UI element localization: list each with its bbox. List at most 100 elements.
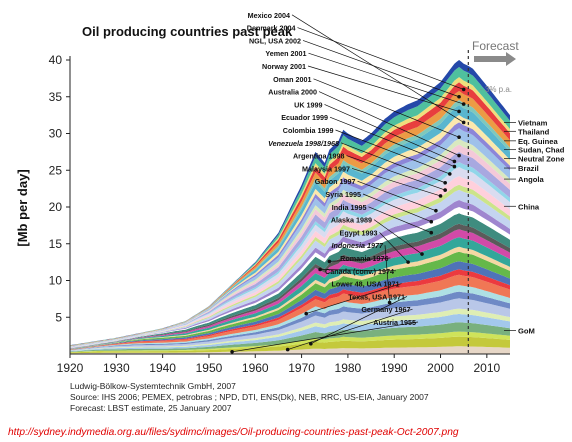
region-label: Thailand bbox=[518, 127, 550, 136]
peak-label: Oman 2001 bbox=[273, 75, 311, 84]
forecast-marker: Forecast - 3% p.a. bbox=[472, 39, 519, 94]
region-label: GoM bbox=[518, 326, 535, 335]
leader-line bbox=[368, 206, 432, 234]
country-band bbox=[70, 346, 510, 354]
x-tick-label: 2000 bbox=[427, 361, 454, 375]
source-url[interactable]: http://sydney.indymedia.org.au/files/syd… bbox=[8, 427, 459, 438]
chart-title: Oil producing countries past peak bbox=[82, 24, 293, 39]
leader-line bbox=[329, 116, 455, 167]
leader-line bbox=[351, 168, 441, 197]
leader-line bbox=[357, 180, 437, 212]
leader-line bbox=[306, 283, 402, 314]
peak-dot bbox=[461, 87, 466, 92]
peak-label: Indonesia 1977 bbox=[331, 241, 384, 250]
peak-dot bbox=[406, 260, 410, 264]
peak-dot bbox=[387, 300, 392, 305]
source-line-3: Forecast: LBST estimate, 25 January 2007 bbox=[70, 403, 232, 413]
peak-dot bbox=[434, 208, 438, 213]
production-stack bbox=[70, 60, 510, 354]
peak-dot bbox=[447, 172, 452, 176]
region-label: Sudan, Chad bbox=[518, 146, 565, 155]
leader-line bbox=[362, 193, 432, 223]
peak-dot bbox=[443, 180, 447, 185]
country-band bbox=[70, 291, 510, 351]
peak-label: Norway 2001 bbox=[262, 62, 306, 71]
peak-label: Yemen 2001 bbox=[265, 49, 306, 58]
region-label: China bbox=[518, 202, 540, 211]
peak-label: Syria 1995 bbox=[325, 190, 361, 199]
y-tick-label: 40 bbox=[49, 53, 63, 67]
x-tick-label: 1950 bbox=[196, 361, 223, 375]
peak-dot bbox=[230, 349, 234, 354]
peak-dot bbox=[420, 252, 424, 256]
leader-line bbox=[313, 78, 460, 138]
leader-line bbox=[373, 219, 423, 255]
leader-line bbox=[318, 91, 460, 156]
leader-line bbox=[384, 245, 390, 303]
leader-line bbox=[340, 142, 446, 184]
peak-label: Texas, USA 1971 bbox=[348, 292, 405, 301]
y-tick-label: 35 bbox=[49, 90, 63, 104]
peak-label: Canada (conv.) 1974 bbox=[325, 267, 394, 276]
x-tick-label: 1930 bbox=[103, 361, 130, 375]
peak-label: Australia 2000 bbox=[268, 88, 317, 97]
peak-dot bbox=[285, 347, 290, 352]
peak-label: Ecuador 1999 bbox=[281, 113, 328, 122]
peak-label: India 1995 bbox=[332, 203, 367, 212]
peak-label: Venezuela 1998/1968 bbox=[268, 139, 339, 148]
peak-annotations: Austria 1955 Germany 1967 Texas, USA 1971 L… bbox=[247, 11, 416, 327]
region-label: Vietnam bbox=[518, 118, 548, 127]
leader-line bbox=[329, 257, 391, 262]
leader-line bbox=[324, 104, 455, 162]
y-tick-label: 10 bbox=[49, 274, 63, 288]
country-band bbox=[70, 285, 510, 351]
peak-label: Germany 1967 bbox=[361, 305, 410, 314]
peak-label: UK 1999 bbox=[294, 100, 322, 109]
country-band bbox=[70, 336, 510, 354]
leader-line bbox=[297, 27, 464, 90]
y-tick-label: 25 bbox=[49, 163, 63, 177]
x-tick-label: 1990 bbox=[381, 361, 408, 375]
source-line-2: Source: IHS 2006; PEMEX, petrobras ; NPD… bbox=[70, 392, 429, 402]
peak-dot bbox=[461, 102, 466, 106]
country-band bbox=[70, 261, 510, 350]
x-tick-label: 1980 bbox=[335, 361, 362, 375]
peak-label: Malaysia 1997 bbox=[302, 164, 350, 173]
x-tick-label: 1940 bbox=[149, 361, 176, 375]
region-label: Neutral Zone bbox=[518, 154, 564, 163]
region-label: Brazil bbox=[518, 164, 539, 173]
country-band bbox=[70, 298, 510, 351]
country-band bbox=[70, 308, 510, 352]
peak-label: Lower 48, USA 1971 bbox=[331, 280, 399, 289]
peak-dot bbox=[457, 153, 461, 158]
country-band bbox=[70, 251, 510, 350]
peak-dot bbox=[457, 94, 461, 99]
forecast-label: Forecast bbox=[472, 39, 519, 53]
peak-label: Argentina 1998 bbox=[293, 152, 345, 161]
peak-leader-lines bbox=[230, 14, 466, 354]
peak-dot bbox=[309, 341, 313, 346]
y-tick-label: 20 bbox=[49, 200, 63, 214]
peak-dot bbox=[429, 219, 434, 224]
country-band bbox=[70, 237, 510, 350]
peak-label: Alaska 1989 bbox=[331, 216, 372, 225]
leader-line bbox=[379, 232, 409, 263]
x-tick-label: 1970 bbox=[288, 361, 315, 375]
country-band bbox=[70, 274, 510, 351]
peak-label: Denmark 2004 bbox=[247, 24, 296, 33]
forecast-arrow-icon bbox=[474, 52, 516, 66]
peak-dot bbox=[318, 267, 322, 272]
country-band bbox=[70, 331, 510, 353]
peak-dot bbox=[304, 311, 309, 316]
y-tick-label: 15 bbox=[49, 237, 63, 251]
leader-line bbox=[287, 308, 413, 350]
y-tick-label: 5 bbox=[55, 310, 62, 324]
peak-dot bbox=[429, 230, 434, 235]
y-axis-label: [Mb per day] bbox=[15, 169, 30, 246]
peak-label: Mexico 2004 bbox=[248, 11, 290, 20]
peak-dot bbox=[452, 159, 457, 164]
leader-line bbox=[346, 155, 446, 191]
